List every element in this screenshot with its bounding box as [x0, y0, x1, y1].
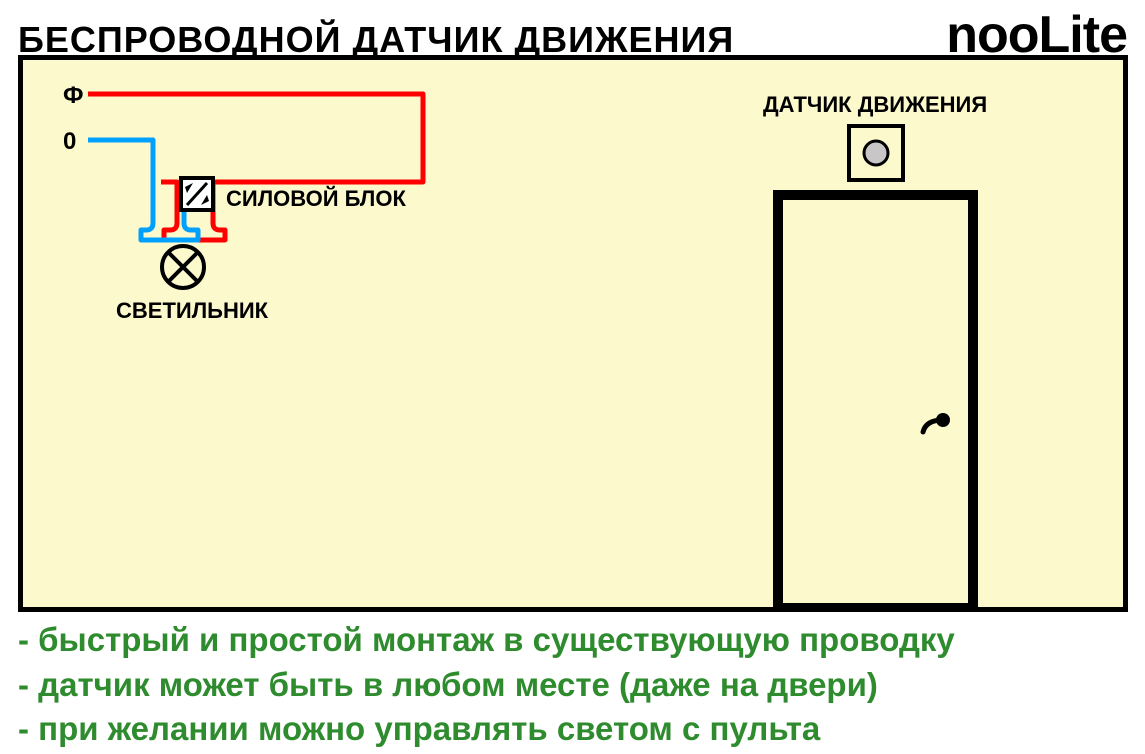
diagram-frame: Ф 0 СИЛОВОЙ БЛОК СВЕТИЛЬНИК ДАТЧИК ДВИЖЕ… — [18, 55, 1128, 612]
footer-line-2: - датчик может быть в любом месте (даже … — [18, 663, 955, 708]
footer-text: - быстрый и простой монтаж в существующу… — [18, 618, 955, 752]
footer-line-1: - быстрый и простой монтаж в существующу… — [18, 618, 955, 663]
wiring-diagram-svg — [23, 60, 1123, 607]
door-icon — [778, 195, 973, 607]
power-block-icon — [181, 178, 213, 210]
lamp-icon — [162, 246, 204, 288]
footer-line-3: - при желании можно управлять светом с п… — [18, 707, 955, 752]
phase-wire — [88, 94, 423, 240]
motion-sensor-icon — [849, 126, 903, 180]
